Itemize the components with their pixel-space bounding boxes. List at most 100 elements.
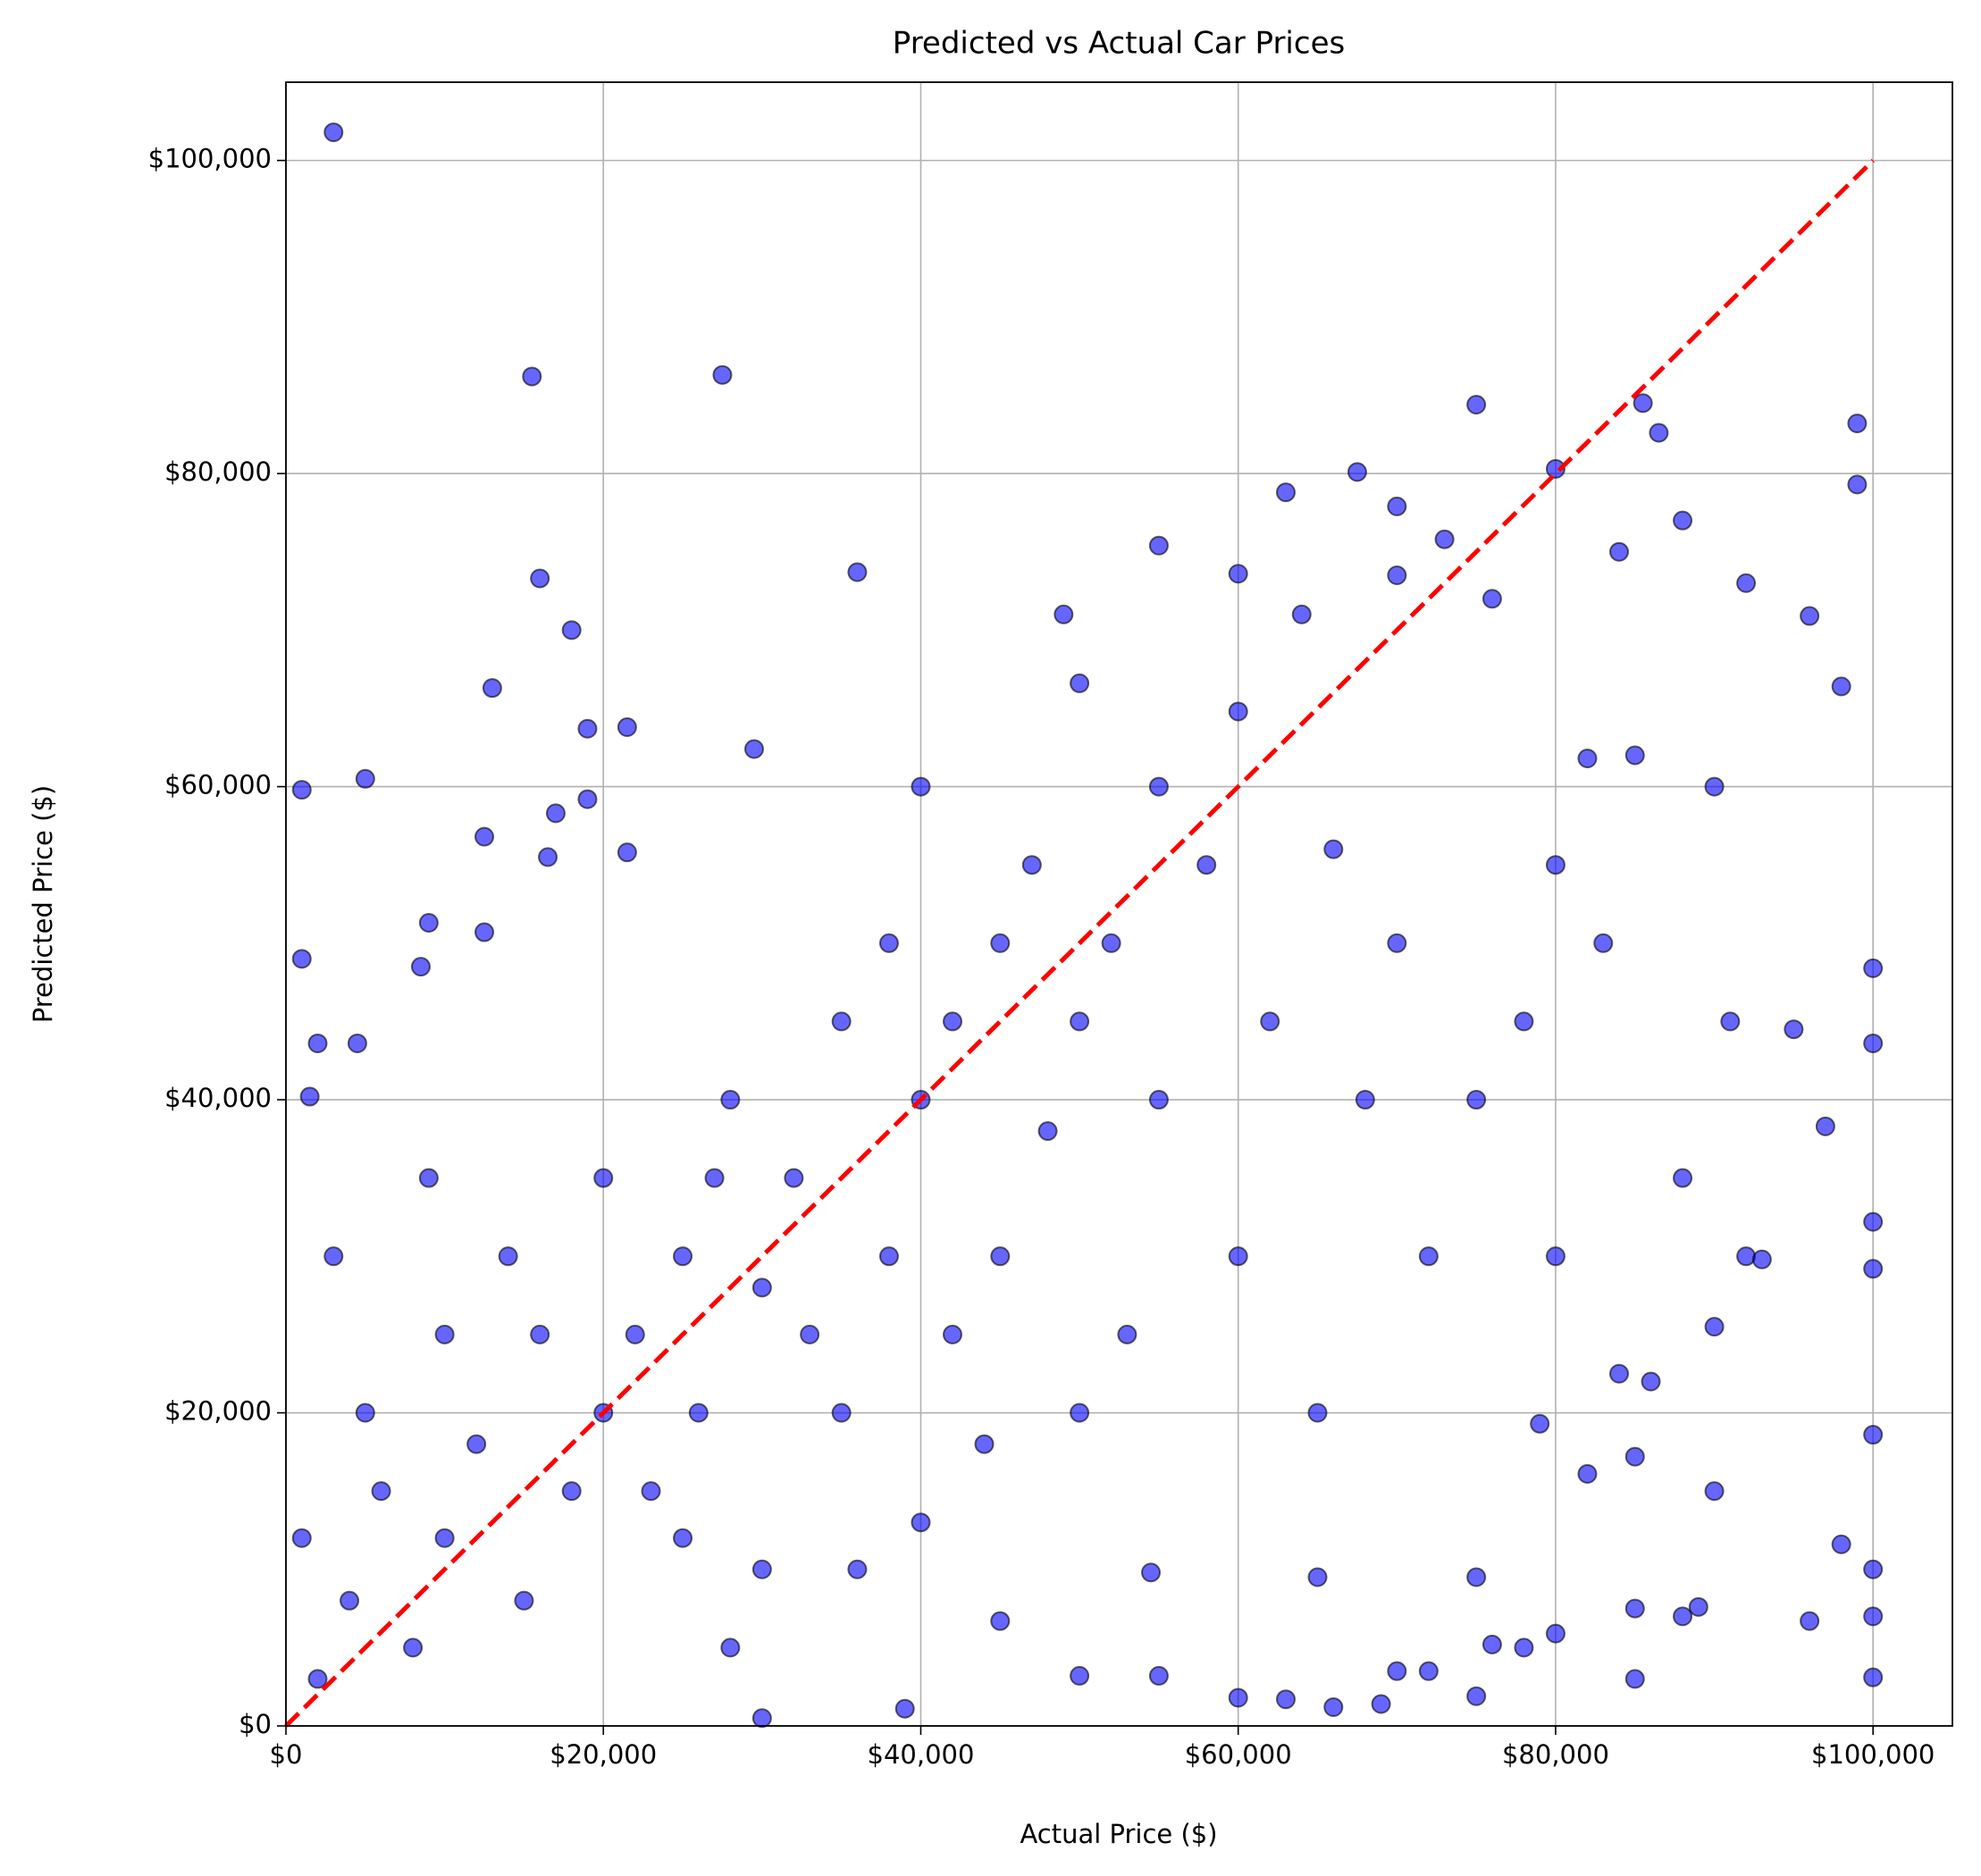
chart-title: Predicted vs Actual Car Prices xyxy=(893,26,1345,62)
point xyxy=(1141,1562,1162,1583)
point xyxy=(1070,673,1090,693)
point xyxy=(673,1246,693,1267)
point xyxy=(1371,1694,1391,1714)
point xyxy=(673,1528,693,1548)
point xyxy=(1800,606,1820,626)
point xyxy=(1307,1567,1328,1587)
point xyxy=(1831,676,1851,697)
point xyxy=(538,847,558,867)
point xyxy=(403,1637,424,1658)
point xyxy=(1847,474,1868,495)
point xyxy=(1633,393,1653,414)
point xyxy=(1624,1669,1645,1689)
point xyxy=(1228,1246,1248,1267)
point xyxy=(355,768,375,789)
y-tick-label: $100,000 xyxy=(148,144,272,174)
point xyxy=(1291,604,1312,624)
x-axis-label: Actual Price ($) xyxy=(1020,1819,1217,1849)
point xyxy=(434,1528,455,1548)
point xyxy=(1847,414,1868,434)
point xyxy=(1466,1090,1487,1110)
point xyxy=(1101,933,1121,953)
point xyxy=(307,1669,328,1689)
point xyxy=(1037,1121,1058,1142)
point xyxy=(474,826,495,847)
point xyxy=(1514,1011,1534,1032)
point xyxy=(323,1246,344,1267)
point xyxy=(1863,1425,1884,1445)
point xyxy=(498,1246,518,1267)
y-axis-label: Predicted Price ($) xyxy=(28,785,58,1023)
point xyxy=(751,1277,772,1298)
point xyxy=(625,1324,645,1344)
point xyxy=(1800,1611,1820,1631)
point xyxy=(1736,1246,1757,1267)
point xyxy=(1387,1661,1407,1681)
point xyxy=(1688,1596,1708,1617)
point xyxy=(1418,1661,1439,1681)
point xyxy=(1323,1696,1344,1717)
point xyxy=(751,1708,772,1729)
point xyxy=(1434,529,1455,549)
point xyxy=(1148,1090,1169,1110)
point xyxy=(1577,1463,1598,1484)
point xyxy=(514,1590,534,1611)
point xyxy=(1347,462,1367,482)
point xyxy=(1482,1634,1502,1654)
point xyxy=(1053,604,1074,624)
point xyxy=(340,1590,360,1611)
point xyxy=(1148,776,1169,797)
point xyxy=(1863,1606,1884,1627)
point xyxy=(712,364,733,385)
point xyxy=(704,1168,725,1188)
point xyxy=(1418,1246,1439,1267)
point xyxy=(831,1403,852,1423)
y-tick-label: $40,000 xyxy=(164,1083,272,1113)
point xyxy=(1545,458,1565,479)
point xyxy=(1831,1534,1851,1554)
y-tick-label: $0 xyxy=(239,1709,272,1739)
point xyxy=(1228,564,1248,584)
point xyxy=(1704,776,1725,797)
point xyxy=(1641,1371,1661,1392)
point xyxy=(1530,1413,1550,1434)
point xyxy=(1276,1689,1296,1710)
point xyxy=(1736,573,1757,593)
point xyxy=(530,568,550,589)
y-tick-label: $20,000 xyxy=(164,1396,272,1427)
x-tick-label: $40,000 xyxy=(868,1739,975,1770)
point xyxy=(617,716,637,737)
point xyxy=(291,780,312,800)
point xyxy=(1070,1403,1090,1423)
point xyxy=(1673,1606,1693,1627)
y-tick-label: $60,000 xyxy=(164,770,272,800)
point xyxy=(943,1011,962,1032)
point xyxy=(743,739,764,759)
point xyxy=(299,1086,320,1107)
point xyxy=(1815,1116,1835,1136)
point xyxy=(1545,1246,1565,1267)
point xyxy=(990,1246,1011,1267)
point xyxy=(1228,701,1248,722)
point xyxy=(1624,1446,1645,1467)
point xyxy=(1466,394,1487,415)
point xyxy=(1355,1090,1375,1110)
x-tick-label: $60,000 xyxy=(1185,1739,1292,1770)
point xyxy=(561,1481,582,1502)
point xyxy=(291,949,312,969)
point xyxy=(1863,1259,1884,1279)
point xyxy=(347,1033,367,1053)
point xyxy=(1387,933,1407,953)
point xyxy=(1482,589,1502,609)
point xyxy=(482,678,502,699)
point xyxy=(1609,541,1629,562)
point xyxy=(1117,1324,1137,1344)
point xyxy=(561,620,582,641)
x-tick-label: $0 xyxy=(270,1739,303,1770)
point xyxy=(1863,1033,1884,1053)
point xyxy=(1720,1011,1741,1032)
point xyxy=(1624,1598,1645,1619)
point xyxy=(878,933,899,953)
point xyxy=(1148,1665,1169,1686)
